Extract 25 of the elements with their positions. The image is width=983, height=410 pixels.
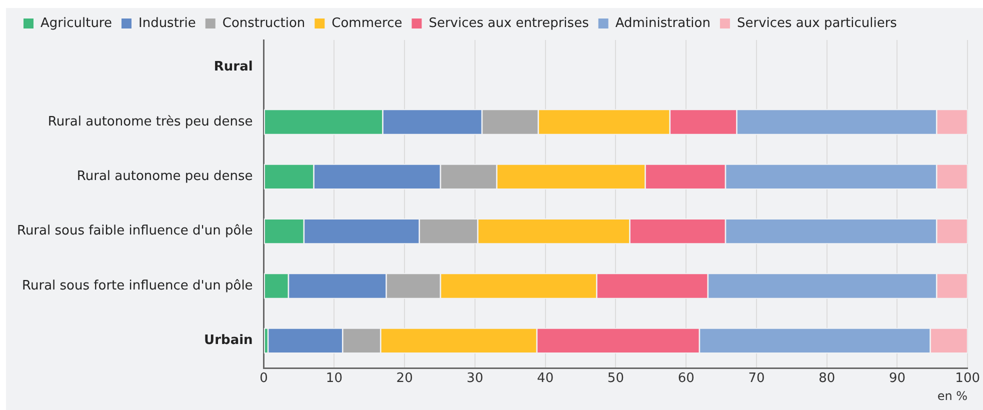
y-tick-label: Rural sous faible influence d'un pôle [16, 224, 253, 239]
legend-label: Commerce [332, 16, 402, 31]
legend-label: Services aux particuliers [736, 16, 898, 31]
x-tick-label: 80 [818, 371, 836, 386]
x-tick-label: 0 [260, 371, 268, 386]
y-tick-label: Rural [214, 60, 253, 75]
legend-label: Construction [222, 16, 306, 31]
legend-label: Administration [615, 16, 710, 31]
legend-label: Agriculture [40, 16, 112, 31]
x-tick-label: 90 [888, 371, 906, 386]
y-tick-label: Rural autonome très peu dense [48, 114, 253, 130]
x-axis-title: en % [937, 388, 968, 403]
x-tick-label: 30 [466, 371, 484, 386]
x-tick-label: 60 [678, 371, 694, 386]
legend-label: Services aux entreprises [428, 16, 590, 31]
x-tick-label: 70 [748, 371, 765, 386]
x-tick-label: 50 [607, 371, 624, 386]
y-tick-label: Rural autonome peu dense [76, 169, 253, 184]
x-tick-label: 20 [396, 371, 413, 386]
x-tick-label: 40 [537, 371, 554, 386]
x-tick-label: 10 [326, 371, 342, 386]
x-tick-label: 100 [955, 371, 980, 386]
y-tick-label: Urbain [204, 333, 253, 348]
legend-label: Industrie [138, 16, 196, 31]
y-tick-label: Rural sous forte influence d'un pôle [22, 278, 253, 294]
